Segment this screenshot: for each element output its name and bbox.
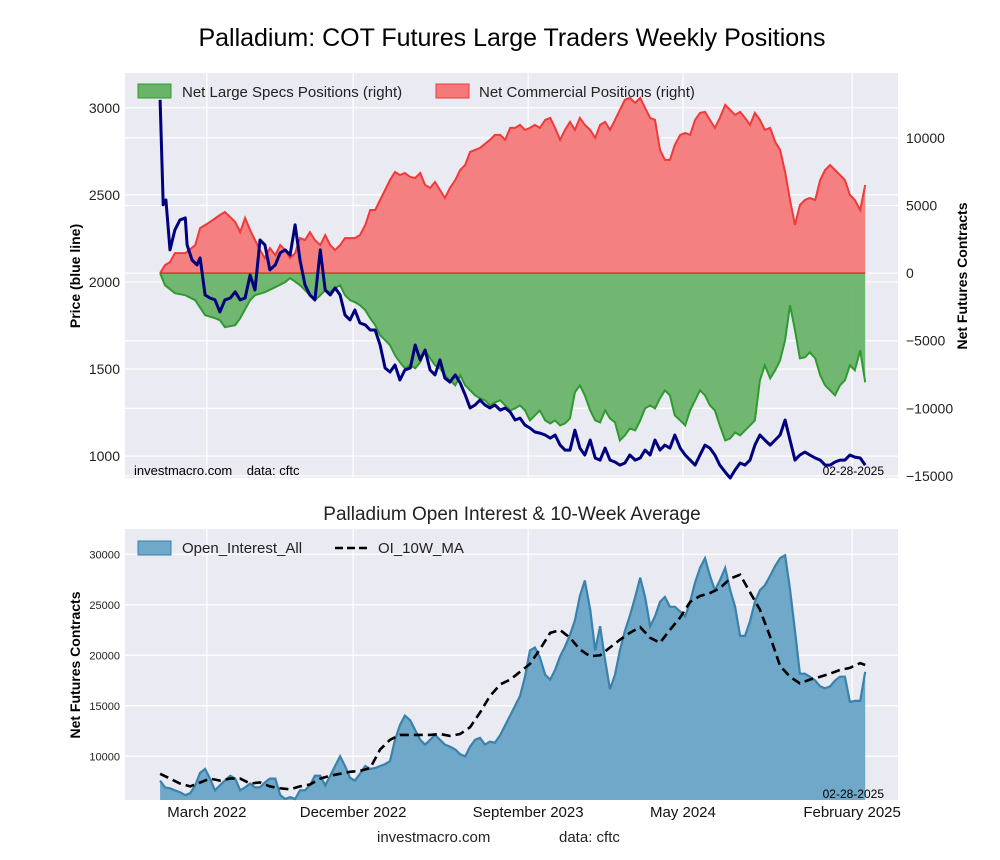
oi-ma-line xyxy=(159,573,866,791)
x-tick-label: February 2025 xyxy=(803,804,901,821)
commercial-line xyxy=(159,96,867,274)
oi-area-fill xyxy=(160,555,866,800)
bottom-y-tick-label: 10000 xyxy=(89,751,120,763)
x-tick-label: May 2024 xyxy=(650,804,716,821)
right-y-tick-label: −15000 xyxy=(906,468,953,484)
legend-label-specs: Net Large Specs Positions (right) xyxy=(182,84,402,101)
legend-label-commercial: Net Commercial Positions (right) xyxy=(479,84,695,101)
left-y-tick-label: 2500 xyxy=(89,187,120,203)
bottom-axis-label: Net Futures Contracts xyxy=(67,591,83,738)
specs-line xyxy=(159,272,867,443)
left-axis-label: Price (blue line) xyxy=(67,224,83,328)
right-y-tick-label: 5000 xyxy=(906,198,937,214)
bottom-y-tick-label: 25000 xyxy=(89,600,120,612)
ma-dashed-line xyxy=(159,573,866,791)
left-y-tick-label: 1000 xyxy=(89,448,120,464)
price-line xyxy=(158,99,867,480)
top-tick-labels: 1000 1500 2000 2500 3000 −15000 −10000 −5000 0 50… xyxy=(89,100,953,484)
top-date-note: 02-28-2025 xyxy=(823,464,885,478)
bottom-y-tick-label: 20000 xyxy=(89,650,120,662)
top-position-areas xyxy=(159,96,867,443)
x-tick-label: September 2023 xyxy=(473,804,584,821)
left-y-tick-label: 3000 xyxy=(89,100,120,116)
left-y-tick-label: 1500 xyxy=(89,361,120,377)
bottom-legend: Open_Interest_All OI_10W_MA xyxy=(137,540,464,557)
bottom-y-tick-label: 15000 xyxy=(89,701,120,713)
bottom-y-tick-label: 30000 xyxy=(89,549,120,561)
x-tick-label: March 2022 xyxy=(167,804,246,821)
oi-area xyxy=(159,553,867,801)
right-y-tick-label: −5000 xyxy=(906,333,946,349)
right-y-tick-label: −10000 xyxy=(906,400,953,416)
footer-site: investmacro.com xyxy=(377,829,490,846)
top-source-note: investmacro.com data: cftc xyxy=(134,463,300,478)
specs-area xyxy=(160,273,866,441)
legend-label-oi: Open_Interest_All xyxy=(182,540,302,557)
left-y-tick-label: 2000 xyxy=(89,274,120,290)
footer-source: data: cftc xyxy=(559,829,620,846)
legend-swatch-commercial xyxy=(435,83,470,99)
right-y-tick-label: 0 xyxy=(906,265,914,281)
main-chart-title: Palladium: COT Futures Large Traders Wee… xyxy=(198,24,825,52)
right-y-tick-label: 10000 xyxy=(906,130,945,146)
legend-swatch-oi xyxy=(137,540,172,556)
commercial-area xyxy=(160,97,866,274)
legend-label-ma: OI_10W_MA xyxy=(378,540,464,557)
top-price-line xyxy=(158,99,867,480)
oi-chart-title: Palladium Open Interest & 10-Week Averag… xyxy=(323,504,700,525)
bottom-tick-labels: March 2022 December 2022 September 2023 May… xyxy=(89,549,900,821)
right-axis-label: Net Futures Contracts xyxy=(954,202,970,349)
x-tick-label: December 2022 xyxy=(300,804,407,821)
oi-line xyxy=(159,553,867,801)
legend-swatch-specs xyxy=(137,83,172,99)
bottom-date-note: 02-28-2025 xyxy=(823,787,885,801)
top-legend: Net Large Specs Positions (right) Net Co… xyxy=(137,83,695,101)
